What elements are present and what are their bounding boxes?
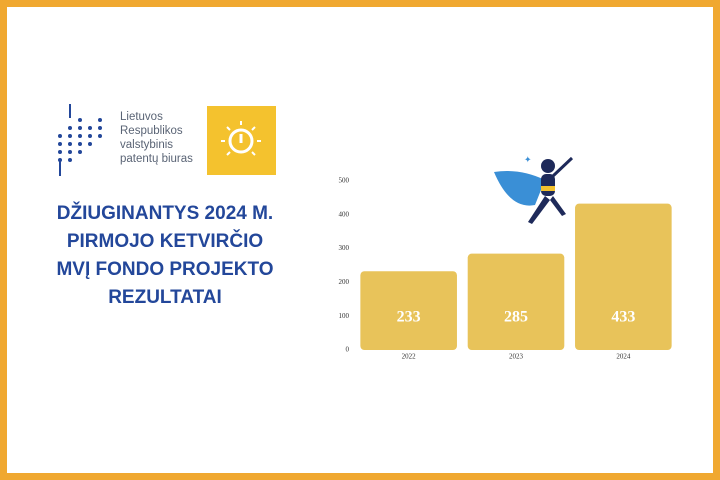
headline: PIRMOJO KETVIRČIO [67, 230, 263, 252]
logo-dot [68, 134, 72, 138]
logo-dot [78, 150, 82, 154]
logo-dot [78, 126, 82, 130]
y-tick-label: 400 [339, 210, 350, 218]
logo-dot [58, 150, 62, 154]
bar [575, 203, 672, 350]
x-tick-label: 2022 [402, 353, 417, 361]
logo-icon [207, 106, 276, 175]
logo-dot [88, 142, 92, 146]
logo-dot [88, 134, 92, 138]
logo-dot [68, 150, 72, 154]
logo-text: valstybinis [120, 139, 173, 151]
value-label: 433 [611, 309, 635, 326]
logo-dot [88, 126, 92, 130]
y-tick-label: 0 [346, 346, 350, 354]
bar [360, 271, 457, 350]
headline: REZULTATAI [108, 287, 222, 308]
logo-text: Lietuvos [120, 111, 163, 123]
svg-text:✦: ✦ [524, 154, 532, 164]
hero-illustration: ✦ [494, 154, 574, 224]
y-tick-label: 500 [339, 177, 350, 185]
logo-dot [78, 142, 82, 146]
y-tick-label: 300 [339, 244, 350, 252]
logo-dot [98, 126, 102, 130]
logo-text: Respublikos [120, 125, 183, 137]
logo-dot [98, 134, 102, 138]
y-tick-label: 100 [339, 312, 350, 320]
logo-mark [58, 104, 102, 176]
bar [467, 253, 565, 350]
logo-dot [78, 118, 82, 122]
logo-dot [58, 158, 62, 162]
headline: MVĮ FONDO PROJEKTO [56, 259, 273, 280]
y-tick-label: 200 [339, 278, 350, 286]
logo-dot [58, 134, 62, 138]
x-tick-label: 2024 [616, 353, 631, 361]
logo-dot [68, 126, 72, 130]
canvas: Lietuvos Respublikos valstybinis patentų… [56, 104, 672, 361]
logo-text: patentų biuras [120, 153, 193, 165]
value-label: 285 [504, 309, 528, 326]
x-tick-label: 2023 [509, 353, 524, 361]
logo-dot [68, 158, 72, 162]
value-label: 233 [397, 309, 421, 326]
logo-dot [78, 134, 82, 138]
headline: DŽIUGINANTYS 2024 M. [57, 202, 273, 224]
logo-dot [68, 142, 72, 146]
logo-dot [58, 142, 62, 146]
logo-dot [98, 118, 102, 122]
